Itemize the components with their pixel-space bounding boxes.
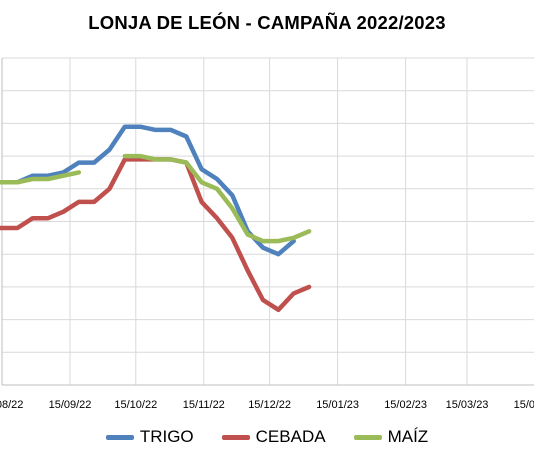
x-tick-label: 15/01/23 bbox=[316, 399, 359, 411]
chart-axes bbox=[1, 58, 534, 386]
series-line-maiz bbox=[122, 153, 312, 244]
x-tick-label: 15/08/22 bbox=[0, 399, 23, 411]
x-tick-label: 15/10/22 bbox=[114, 399, 157, 411]
legend-item-cebada: CEBADA bbox=[221, 427, 326, 447]
legend-label: TRIGO bbox=[139, 427, 194, 446]
legend-label: MAÍZ bbox=[387, 427, 429, 446]
legend-swatch bbox=[221, 434, 250, 440]
x-tick-label: 15/11/22 bbox=[183, 399, 225, 411]
x-tick-label: 15/02/23 bbox=[384, 399, 427, 411]
chart-legend: TRIGO CEBADA MAÍZ bbox=[0, 427, 534, 447]
legend-item-trigo: TRIGO bbox=[105, 427, 194, 447]
legend-label: CEBADA bbox=[255, 427, 326, 446]
x-tick-label: 15/09/22 bbox=[49, 399, 92, 411]
legend-swatch bbox=[353, 434, 382, 440]
x-tick-label: 15/04/23 bbox=[514, 399, 534, 411]
series-line-maiz bbox=[0, 170, 82, 185]
x-tick-label: 15/03/23 bbox=[446, 399, 489, 411]
chart-grid bbox=[1, 57, 534, 386]
chart-title: LONJA DE LEÓN - CAMPAÑA 2022/2023 bbox=[88, 12, 446, 33]
chart-series bbox=[0, 124, 312, 313]
series-line-trigo bbox=[0, 124, 296, 257]
x-tick-label: 15/12/22 bbox=[248, 399, 291, 411]
legend-swatch bbox=[105, 434, 134, 440]
legend-item-maiz: MAÍZ bbox=[353, 427, 429, 447]
x-axis-tick-labels: 15/08/22 15/09/22 15/10/22 15/11/22 15/12/22… bbox=[0, 399, 534, 411]
